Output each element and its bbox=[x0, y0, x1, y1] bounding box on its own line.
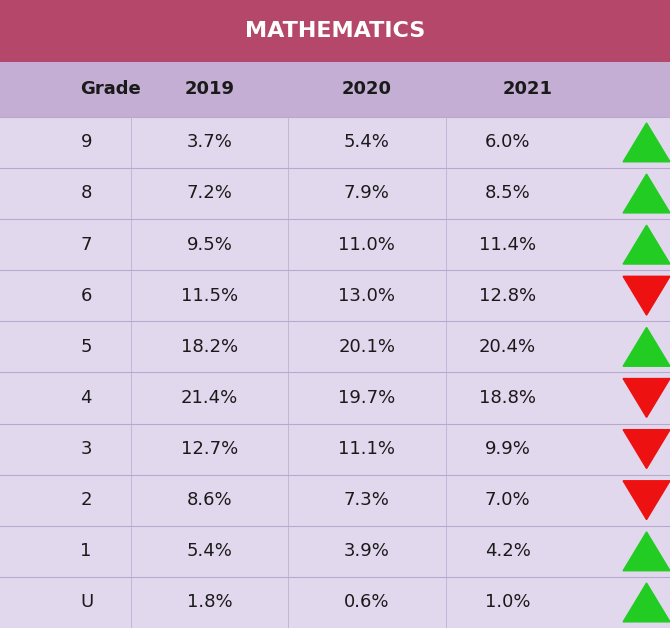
Bar bbox=[0, 117, 670, 628]
Text: 2: 2 bbox=[80, 491, 92, 509]
Text: 4: 4 bbox=[80, 389, 92, 407]
Text: 18.8%: 18.8% bbox=[479, 389, 536, 407]
Text: 20.4%: 20.4% bbox=[479, 338, 536, 356]
Polygon shape bbox=[623, 174, 670, 213]
Text: 11.0%: 11.0% bbox=[338, 236, 395, 254]
Text: 7: 7 bbox=[80, 236, 92, 254]
Text: 3: 3 bbox=[80, 440, 92, 458]
Bar bbox=[0, 0, 670, 62]
Polygon shape bbox=[623, 430, 670, 468]
Text: Grade: Grade bbox=[80, 80, 141, 98]
Text: 9: 9 bbox=[80, 133, 92, 151]
Text: 11.5%: 11.5% bbox=[181, 287, 238, 305]
Text: 3.9%: 3.9% bbox=[344, 543, 390, 560]
Text: 5.4%: 5.4% bbox=[186, 543, 232, 560]
Text: 6.0%: 6.0% bbox=[485, 133, 530, 151]
Text: 7.0%: 7.0% bbox=[484, 491, 531, 509]
Text: 8: 8 bbox=[80, 185, 92, 202]
Text: 11.1%: 11.1% bbox=[338, 440, 395, 458]
Text: 12.8%: 12.8% bbox=[479, 287, 536, 305]
Polygon shape bbox=[623, 276, 670, 315]
Text: 4.2%: 4.2% bbox=[484, 543, 531, 560]
Polygon shape bbox=[623, 481, 670, 519]
Text: 9.9%: 9.9% bbox=[484, 440, 531, 458]
Polygon shape bbox=[623, 225, 670, 264]
Bar bbox=[0, 62, 670, 117]
Polygon shape bbox=[623, 379, 670, 418]
Text: 2019: 2019 bbox=[184, 80, 234, 98]
Text: 18.2%: 18.2% bbox=[181, 338, 238, 356]
Text: 2021: 2021 bbox=[502, 80, 553, 98]
Text: 8.5%: 8.5% bbox=[484, 185, 531, 202]
Text: 21.4%: 21.4% bbox=[181, 389, 238, 407]
Text: 11.4%: 11.4% bbox=[479, 236, 536, 254]
Text: 8.6%: 8.6% bbox=[186, 491, 232, 509]
Text: 5.4%: 5.4% bbox=[344, 133, 390, 151]
Text: 9.5%: 9.5% bbox=[186, 236, 232, 254]
Text: 20.1%: 20.1% bbox=[338, 338, 395, 356]
Text: 2020: 2020 bbox=[342, 80, 392, 98]
Text: 0.6%: 0.6% bbox=[344, 593, 389, 612]
Text: 5: 5 bbox=[80, 338, 92, 356]
Text: 12.7%: 12.7% bbox=[181, 440, 238, 458]
Text: 3.7%: 3.7% bbox=[186, 133, 232, 151]
Polygon shape bbox=[623, 327, 670, 366]
Text: 19.7%: 19.7% bbox=[338, 389, 395, 407]
Text: 1: 1 bbox=[80, 543, 92, 560]
Text: 7.3%: 7.3% bbox=[344, 491, 390, 509]
Text: U: U bbox=[80, 593, 94, 612]
Text: 1.0%: 1.0% bbox=[485, 593, 530, 612]
Text: 7.9%: 7.9% bbox=[344, 185, 390, 202]
Text: MATHEMATICS: MATHEMATICS bbox=[245, 21, 425, 41]
Text: 13.0%: 13.0% bbox=[338, 287, 395, 305]
Polygon shape bbox=[623, 583, 670, 622]
Text: 6: 6 bbox=[80, 287, 92, 305]
Polygon shape bbox=[623, 532, 670, 571]
Text: 7.2%: 7.2% bbox=[186, 185, 232, 202]
Text: 1.8%: 1.8% bbox=[186, 593, 232, 612]
Polygon shape bbox=[623, 123, 670, 162]
